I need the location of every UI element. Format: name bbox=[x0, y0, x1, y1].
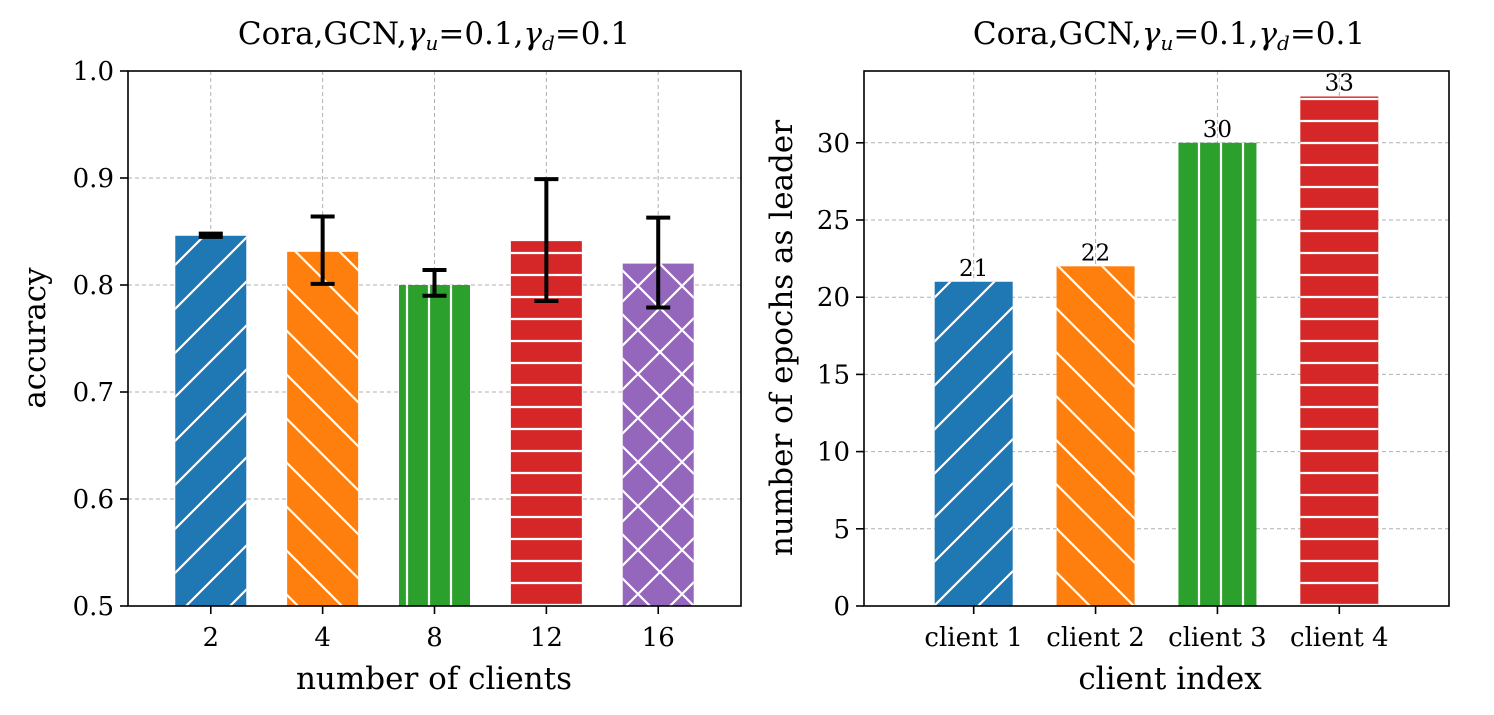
c1-bar-hatch-2 bbox=[399, 285, 470, 606]
chart-2-bars bbox=[934, 96, 1379, 606]
chart-2-title: Cora,GCN,γu=0.1,γd=0.1 bbox=[973, 16, 1365, 55]
c2-x-tick-label-3: client 4 bbox=[1290, 623, 1389, 653]
c1-bar-hatch-1 bbox=[287, 251, 359, 606]
chart-1-y-axis-label: accuracy bbox=[17, 267, 53, 409]
c1-x-tick-label-3: 12 bbox=[530, 623, 563, 653]
chart-2-y-ticks: 0 5 10 15 20 25 30 bbox=[817, 129, 864, 622]
c1-error-bar-2 bbox=[422, 268, 447, 298]
chart-1-title-gamma-u: γ bbox=[407, 16, 426, 52]
chart-2-title-gamma-d: γ bbox=[1258, 16, 1277, 52]
chart-1-title-sub-u: u bbox=[425, 31, 438, 55]
c1-error-bar-1 bbox=[310, 214, 335, 286]
c2-bar-hatch-2 bbox=[1178, 142, 1257, 606]
chart-2-title-sub-u: u bbox=[1160, 31, 1173, 55]
chart-1-y-ticks: 0.5 0.6 0.7 0.8 0.9 1.0 bbox=[73, 57, 128, 622]
chart-1-title-value-d: =0.1 bbox=[555, 16, 630, 52]
c1-error-bar-4 bbox=[646, 215, 671, 310]
c1-y-tick-label-4: 0.9 bbox=[73, 164, 114, 194]
c1-x-tick-label-0: 2 bbox=[203, 623, 220, 653]
accuracy-chart: Cora,GCN,γu=0.1,γd=0.1 0.50.60.70.80.91.… bbox=[17, 16, 742, 697]
chart-1-title-text: Cora,GCN, bbox=[238, 16, 407, 52]
c2-bar-hatch-1 bbox=[1056, 266, 1135, 606]
chart-1-bars bbox=[175, 235, 694, 606]
chart-2-plot-frame bbox=[863, 70, 1450, 607]
c1-x-tick-label-2: 8 bbox=[426, 623, 443, 653]
chart-2-title-text: Cora,GCN, bbox=[973, 16, 1142, 52]
c1-error-bar-0 bbox=[198, 231, 223, 239]
c2-bar-hatch-3 bbox=[1300, 96, 1379, 606]
c2-y-tick-label-3: 15 bbox=[817, 360, 850, 390]
c2-x-tick-label-2: client 3 bbox=[1168, 623, 1267, 653]
chart-1-title-value-u: =0.1, bbox=[438, 16, 523, 52]
c2-y-tick-label-1: 5 bbox=[833, 515, 850, 545]
chart-1-title-gamma-d: γ bbox=[523, 16, 542, 52]
c1-bar-hatch-4 bbox=[622, 263, 694, 606]
c1-y-tick-label-0: 0.5 bbox=[73, 592, 114, 622]
chart-2-title-value-u: =0.1, bbox=[1173, 16, 1258, 52]
c1-bar-hatch-0 bbox=[175, 235, 247, 606]
chart-1-title: Cora,GCN,γu=0.1,γd=0.1 bbox=[238, 16, 630, 55]
c2-data-label-2: 30 bbox=[1203, 117, 1232, 143]
c1-error-bar-3 bbox=[534, 177, 559, 304]
c2-y-tick-label-2: 10 bbox=[817, 438, 850, 468]
chart-2-title-value-d: =0.1 bbox=[1290, 16, 1365, 52]
c2-x-tick-label-0: client 1 bbox=[924, 623, 1023, 653]
chart-2-title-gamma-u: γ bbox=[1142, 16, 1161, 52]
c1-y-tick-label-5: 1.0 bbox=[73, 57, 114, 87]
chart-2-y-axis-label: number of epochs as leader bbox=[764, 120, 800, 556]
c2-data-label-0: 21 bbox=[959, 256, 988, 282]
chart-1-title-sub-d: d bbox=[542, 31, 555, 55]
c1-x-tick-label-4: 16 bbox=[642, 623, 675, 653]
c2-bar-hatch-0 bbox=[934, 281, 1013, 606]
c2-y-tick-label-0: 0 bbox=[833, 592, 850, 622]
c2-y-tick-label-4: 20 bbox=[817, 283, 850, 313]
c2-x-tick-label-1: client 2 bbox=[1046, 623, 1145, 653]
chart-2-title-sub-d: d bbox=[1277, 31, 1290, 55]
c1-y-tick-label-1: 0.6 bbox=[73, 485, 114, 515]
c2-y-tick-label-6: 30 bbox=[817, 129, 850, 159]
c1-y-tick-label-3: 0.8 bbox=[73, 271, 114, 301]
chart-2-x-ticks: client 1 client 2 client 3 client 4 bbox=[924, 606, 1389, 653]
c2-y-tick-label-5: 25 bbox=[817, 206, 850, 236]
chart-2-x-axis-label: client index bbox=[1078, 661, 1262, 697]
c2-data-label-1: 22 bbox=[1081, 240, 1110, 266]
c1-x-tick-label-1: 4 bbox=[314, 623, 331, 653]
c2-data-label-3: 33 bbox=[1325, 70, 1354, 96]
chart-1-x-axis-label: number of clients bbox=[296, 661, 572, 697]
chart-1-x-ticks: 2 4 8 12 16 bbox=[203, 606, 675, 653]
chart-1-error-bars bbox=[198, 177, 671, 310]
chart-2-data-labels: 21 22 30 33 bbox=[959, 70, 1354, 281]
c1-y-tick-label-2: 0.7 bbox=[73, 378, 114, 408]
